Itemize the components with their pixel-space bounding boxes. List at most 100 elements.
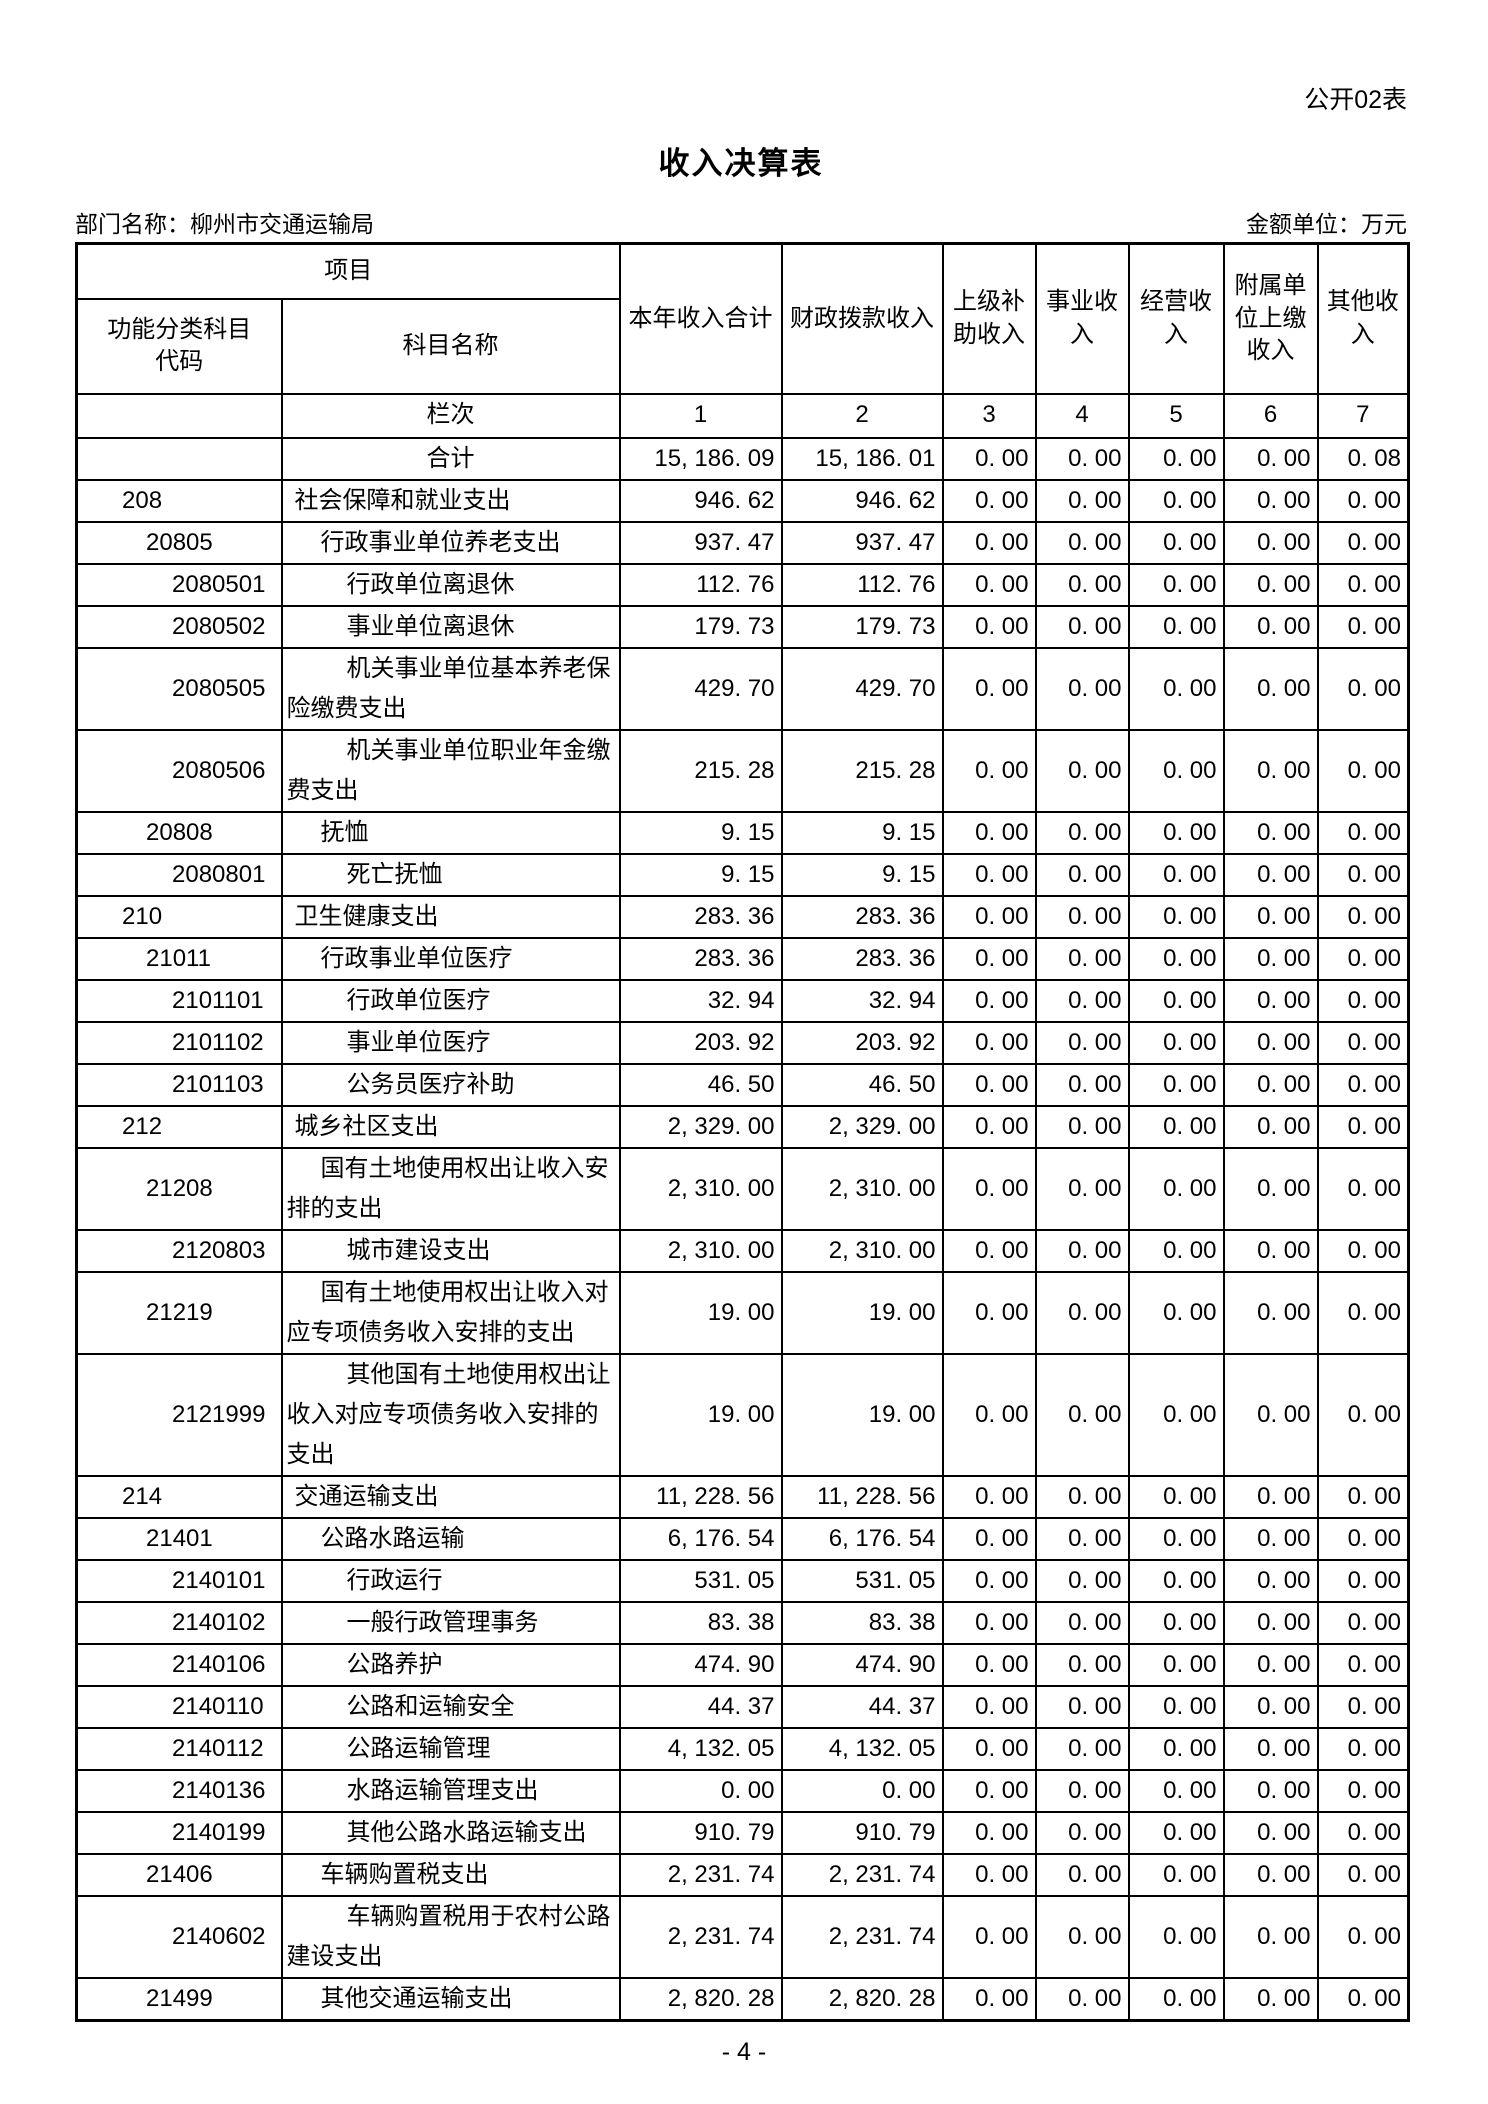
row-value: 0. 00 [1127,1726,1225,1771]
header-total-income: 本年收入合计 [618,242,783,395]
table-row: 2080501 行政单位离退休 112. 76 112. 76 0. 00 0. 00 0.… [75,562,1410,607]
row-value: 0. 00 [941,1228,1037,1273]
row-value: 910. 79 [780,1810,944,1855]
row-value: 83. 38 [618,1600,783,1645]
table-row: 2121999 其他国有土地使用权出让收入对应专项债务收入安排的支出 19. 00 1… [75,1352,1410,1477]
row-value: 0. 00 [1316,1104,1410,1149]
row-value: 0. 00 [1127,1894,1225,1979]
header-lanci-empty [75,392,283,439]
row-value: 283. 36 [780,936,944,981]
row-value: 0. 00 [1222,894,1319,939]
row-value: 0. 00 [780,1768,944,1813]
row-value: 0. 00 [1316,1516,1410,1561]
row-value: 0. 00 [941,978,1037,1023]
row-code: 208 [75,478,283,523]
row-value: 0. 00 [1316,1852,1410,1897]
table-row: 20808 抚恤 9. 15 9. 15 0. 00 0. 00 0. 00 0. 00 0. … [75,810,1410,855]
row-value: 0. 00 [1034,1558,1130,1603]
amount-unit-label: 金额单位：万元 [1246,211,1407,237]
row-value: 0. 00 [1034,1516,1130,1561]
row-subject-name: 机关事业单位基本养老保险缴费支出 [280,646,621,731]
header-col-num-4: 4 [1034,392,1130,439]
row-value: 0. 00 [1316,1228,1410,1273]
table-row: 21208 国有土地使用权出让收入安排的支出 2, 310. 00 2, 310. 0… [75,1146,1410,1231]
row-subject-name: 国有土地使用权出让收入安排的支出 [280,1146,621,1231]
row-value: 0. 00 [1316,1270,1410,1355]
row-value: 203. 92 [618,1020,783,1065]
row-value: 0. 00 [1127,1228,1225,1273]
row-value: 0. 00 [1222,1976,1319,2021]
row-value: 2, 329. 00 [618,1104,783,1149]
row-value: 2, 310. 00 [780,1146,944,1231]
row-subject-name: 行政单位离退休 [280,562,621,607]
row-value: 0. 00 [1034,646,1130,731]
page-number: - 4 - [721,2038,767,2066]
row-value: 0. 00 [1127,1020,1225,1065]
row-value: 2, 820. 28 [780,1976,944,2021]
row-subject-name: 水路运输管理支出 [280,1768,621,1813]
row-code: 2140112 [75,1726,283,1771]
row-value: 9. 15 [780,852,944,897]
row-subject-name: 社会保障和就业支出 [280,478,621,523]
row-value: 0. 00 [941,810,1037,855]
row-value: 0. 00 [1316,1768,1410,1813]
table-row: 2080506 机关事业单位职业年金缴费支出 215. 28 215. 28 0. 00… [75,728,1410,813]
row-value: 0. 00 [1034,562,1130,607]
row-value: 2, 310. 00 [618,1146,783,1231]
table-header: 项目 本年收入合计 财政拨款收入 上级补助收入 事业收入 经营收入 附属单位上缴… [75,242,1410,439]
row-code: 2140602 [75,1894,283,1979]
row-value: 0. 00 [1222,1768,1319,1813]
header-subject-name: 科目名称 [280,297,621,395]
row-value: 44. 37 [780,1684,944,1729]
row-value: 0. 00 [941,1516,1037,1561]
row-code: 2140106 [75,1642,283,1687]
header-col-num-1: 1 [618,392,783,439]
row-value: 0. 00 [1127,1684,1225,1729]
row-subject-name: 一般行政管理事务 [280,1600,621,1645]
row-code: 2140136 [75,1768,283,1813]
row-value: 0. 00 [1127,1810,1225,1855]
row-value: 474. 90 [780,1642,944,1687]
row-value: 0. 00 [1222,978,1319,1023]
row-value: 0. 00 [941,894,1037,939]
row-value: 0. 00 [1034,1852,1130,1897]
row-value: 0. 00 [1222,728,1319,813]
row-code: 21219 [75,1270,283,1355]
row-code: 20808 [75,810,283,855]
table-row: 208 社会保障和就业支出 946. 62 946. 62 0. 00 0. 00 0. 0… [75,478,1410,523]
row-value: 0. 00 [1222,810,1319,855]
table-row: 2101103 公务员医疗补助 46. 50 46. 50 0. 00 0. 00 0. 0… [75,1062,1410,1107]
row-value: 0. 00 [1034,1810,1130,1855]
row-subject-name: 机关事业单位职业年金缴费支出 [280,728,621,813]
row-value: 0. 00 [1222,1516,1319,1561]
row-code: 21499 [75,1976,283,2021]
table-row: 2140199 其他公路水路运输支出 910. 79 910. 79 0. 00 0. 0… [75,1810,1410,1855]
header-lanci: 栏次 [280,392,621,439]
row-code: 212 [75,1104,283,1149]
row-value: 9. 15 [780,810,944,855]
row-value: 946. 62 [780,478,944,523]
row-value: 0. 00 [1222,604,1319,649]
row-subject-name: 行政事业单位医疗 [280,936,621,981]
table-row: 2140102 一般行政管理事务 83. 38 83. 38 0. 00 0. 00 0. … [75,1600,1410,1645]
row-value: 179. 73 [618,604,783,649]
row-value: 0. 00 [1222,1558,1319,1603]
row-value: 0. 00 [1222,1600,1319,1645]
table-row: 2140112 公路运输管理 4, 132. 05 4, 132. 05 0. 00 0.… [75,1726,1410,1771]
row-value: 0. 00 [1316,978,1410,1023]
row-value: 0. 00 [1034,604,1130,649]
row-value: 0. 00 [1316,1352,1410,1477]
row-value: 2, 231. 74 [618,1894,783,1979]
row-code: 2140199 [75,1810,283,1855]
table-row: 21401 公路水路运输 6, 176. 54 6, 176. 54 0. 00 0. 0… [75,1516,1410,1561]
row-value: 0. 00 [1034,1020,1130,1065]
table-row: 2140101 行政运行 531. 05 531. 05 0. 00 0. 00 0. 00… [75,1558,1410,1603]
row-value: 2, 329. 00 [780,1104,944,1149]
row-value: 46. 50 [618,1062,783,1107]
row-value: 0. 00 [1127,894,1225,939]
row-value: 0. 00 [941,1104,1037,1149]
row-value: 32. 94 [618,978,783,1023]
row-value: 2, 231. 74 [780,1852,944,1897]
header-row-project: 项目 本年收入合计 财政拨款收入 上级补助收入 事业收入 经营收入 附属单位上缴… [75,242,1410,395]
table-row: 2101102 事业单位医疗 203. 92 203. 92 0. 00 0. 00 0. … [75,1020,1410,1065]
